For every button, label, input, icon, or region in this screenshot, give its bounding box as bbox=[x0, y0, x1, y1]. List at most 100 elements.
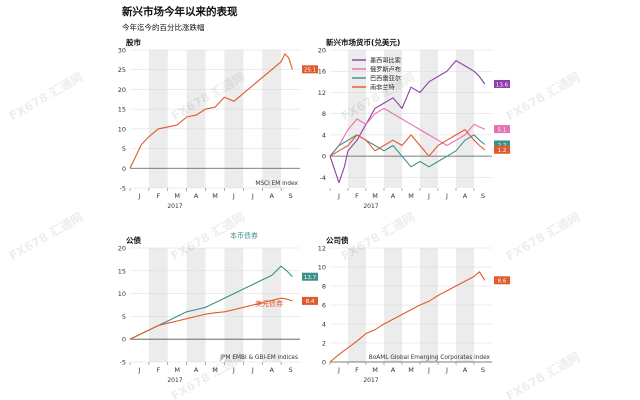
stocks-x-tick-label: F bbox=[156, 192, 160, 200]
stocks-x-tick-label: M bbox=[212, 192, 218, 200]
government_bonds-month-band bbox=[224, 248, 244, 362]
corporate_bonds-y-tick-label: 0 bbox=[322, 359, 326, 367]
currencies-y-tick-label: 4 bbox=[322, 131, 326, 139]
government_bonds-annotation: JPM EMBI & GBI-EM indices bbox=[219, 355, 298, 361]
government_bonds-series-line-1 bbox=[129, 297, 293, 340]
corporate_bonds-x-tick-label: F bbox=[355, 366, 359, 374]
stocks-y-tick-label: 15 bbox=[118, 106, 126, 114]
watermark-text: FX678 汇通网 bbox=[503, 69, 582, 123]
government_bonds-panel-title: 公债 bbox=[126, 235, 141, 245]
currencies-series-line-1 bbox=[329, 107, 485, 157]
corporate_bonds-y-tick-label: 8 bbox=[322, 283, 326, 291]
currencies-end-label-3: 1.2 bbox=[498, 148, 507, 154]
currencies-x-tick-label: J bbox=[445, 192, 448, 200]
currencies-end-label-0: 13.6 bbox=[496, 82, 509, 88]
corporate_bonds-annotation: BoAML Global Emerging Corporates index bbox=[369, 355, 491, 361]
government_bonds-x-tick-label: J bbox=[251, 366, 254, 374]
watermark-text: FX678 汇通网 bbox=[6, 69, 85, 123]
government_bonds-x-year-label: 2017 bbox=[167, 377, 182, 384]
government_bonds-month-band bbox=[148, 248, 168, 362]
currencies-end-label-box-3 bbox=[494, 145, 510, 154]
government_bonds-x-tick-label: A bbox=[194, 366, 199, 374]
currencies-month-band bbox=[420, 50, 438, 188]
currencies-x-tick-label: M bbox=[372, 192, 378, 200]
corporate_bonds-end-label-0: 8.6 bbox=[498, 279, 507, 285]
watermark-text: FX678 汇通网 bbox=[338, 209, 417, 263]
government_bonds-x-tick-label: J bbox=[232, 366, 235, 374]
currencies-panel-title: 新兴市场货币(兑美元) bbox=[326, 37, 400, 47]
stocks-y-tick-label: 25 bbox=[118, 66, 126, 74]
stocks-month-band bbox=[262, 50, 282, 188]
stocks-x-tick-label: A bbox=[194, 192, 199, 200]
government_bonds-end-label-box-0 bbox=[302, 272, 318, 281]
government_bonds-series-label-1: 美元债券 bbox=[255, 299, 283, 308]
currencies-x-tick-label: J bbox=[427, 192, 430, 200]
watermark-text: FX678 汇通网 bbox=[6, 209, 85, 263]
stocks-x-tick-label: J bbox=[232, 192, 235, 200]
watermark-text: FX678 汇通网 bbox=[503, 349, 582, 400]
currencies-y-tick-label: 20 bbox=[318, 47, 326, 55]
corporate_bonds-x-tick-label: M bbox=[372, 366, 378, 374]
government_bonds-month-band bbox=[186, 248, 206, 362]
currencies-legend-label-0: 墨西哥比索 bbox=[370, 56, 401, 64]
government_bonds-month-band bbox=[262, 248, 282, 362]
government_bonds-x-tick-label: F bbox=[156, 366, 160, 374]
page-title: 新兴市场今年以来的表现 bbox=[122, 6, 238, 18]
page-subtitle: 今年迄今的百分比涨跌幅 bbox=[122, 23, 205, 32]
stocks-y-tick-label: 30 bbox=[118, 47, 126, 55]
corporate_bonds-y-tick-label: 2 bbox=[322, 340, 326, 348]
stocks-month-band bbox=[186, 50, 206, 188]
stocks-end-label-0: 25.1 bbox=[304, 68, 316, 74]
currencies-x-year-label: 2017 bbox=[363, 203, 378, 210]
stocks-month-band bbox=[224, 50, 244, 188]
stocks-x-tick-label: M bbox=[174, 192, 180, 200]
corporate_bonds-x-tick-label: A bbox=[463, 366, 468, 374]
currencies-y-tick-label: 12 bbox=[318, 89, 326, 97]
stocks-x-tick-label: J bbox=[251, 192, 254, 200]
currencies-legend-label-1: 俄罗斯卢布 bbox=[370, 65, 401, 73]
watermark-text: FX678 汇通网 bbox=[168, 349, 247, 400]
stocks-y-tick-label: -5 bbox=[120, 185, 126, 193]
currencies-x-tick-label: J bbox=[337, 192, 340, 200]
currencies-y-tick-label: 16 bbox=[318, 68, 326, 76]
stocks-y-tick-label: 10 bbox=[118, 125, 126, 133]
government_bonds-y-tick-label: 10 bbox=[118, 290, 126, 298]
government_bonds-x-tick-label: J bbox=[137, 366, 140, 374]
stocks-annotation: MSCI EM index bbox=[255, 181, 298, 187]
government_bonds-end-label-0: 13.7 bbox=[304, 275, 317, 281]
stocks-series-line-0 bbox=[129, 53, 293, 169]
currencies-series-line-3 bbox=[329, 129, 486, 157]
currencies-series-line-0 bbox=[329, 60, 486, 184]
currencies-x-tick-label: A bbox=[463, 192, 468, 200]
corporate_bonds-x-tick-label: S bbox=[481, 366, 485, 374]
corporate_bonds-x-year-label: 2017 bbox=[363, 377, 378, 384]
currencies-end-label-box-0 bbox=[494, 79, 510, 88]
stocks-panel-title: 股市 bbox=[126, 37, 141, 47]
currencies-legend-label-3: 南非兰特 bbox=[370, 83, 395, 91]
corporate_bonds-end-label-box-0 bbox=[494, 276, 510, 285]
currencies-y-tick-label: 8 bbox=[322, 110, 326, 118]
stocks-month-band bbox=[148, 50, 168, 188]
currencies-month-band bbox=[384, 50, 402, 188]
government_bonds-x-tick-label: S bbox=[288, 366, 292, 374]
government_bonds-y-tick-label: 5 bbox=[122, 313, 126, 321]
corporate_bonds-x-tick-label: A bbox=[391, 366, 396, 374]
currencies-x-tick-label: A bbox=[391, 192, 396, 200]
corporate_bonds-x-tick-label: M bbox=[408, 366, 414, 374]
stocks-x-tick-label: A bbox=[269, 192, 274, 200]
stocks-y-tick-label: 0 bbox=[122, 165, 126, 173]
stocks-y-tick-label: 5 bbox=[122, 145, 126, 153]
corporate_bonds-y-tick-label: 4 bbox=[322, 321, 326, 329]
currencies-x-tick-label: S bbox=[481, 192, 485, 200]
stocks-x-tick-label: J bbox=[137, 192, 140, 200]
currencies-end-label-box-2 bbox=[494, 140, 510, 149]
stocks-end-label-box-0 bbox=[302, 65, 318, 74]
government_bonds-x-tick-label: M bbox=[212, 366, 218, 374]
stocks-y-tick-label: 20 bbox=[118, 86, 126, 94]
government_bonds-x-tick-label: M bbox=[174, 366, 180, 374]
currencies-x-tick-label: M bbox=[408, 192, 414, 200]
government_bonds-y-tick-label: -5 bbox=[120, 359, 126, 367]
stocks-x-year-label: 2017 bbox=[167, 203, 182, 210]
stocks-x-tick-label: S bbox=[288, 192, 292, 200]
